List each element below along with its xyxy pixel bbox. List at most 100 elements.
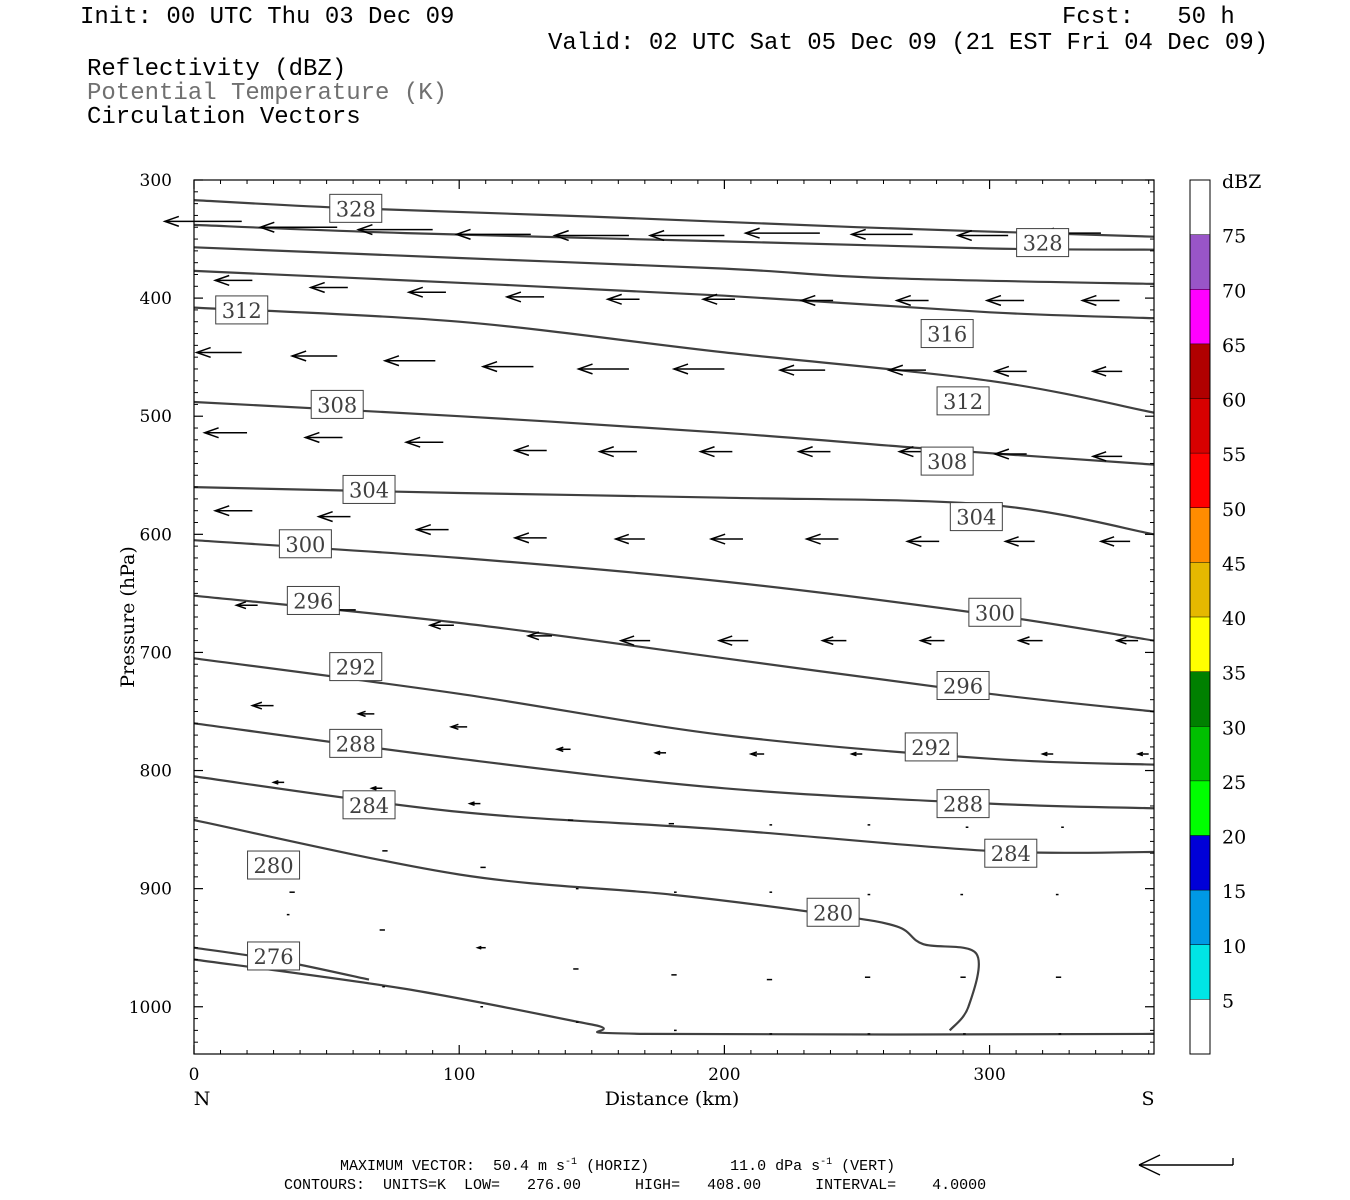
colorbar-level-label: 70	[1222, 280, 1246, 302]
circulation-vector	[289, 350, 338, 362]
circulation-vector	[613, 533, 645, 545]
vector-head	[708, 533, 726, 545]
circulation-vector	[597, 446, 637, 458]
theta-contour-316	[193, 269, 1155, 320]
circulation-vector	[849, 751, 863, 757]
vector-head	[382, 355, 400, 367]
vector-head	[992, 448, 1010, 460]
contour-label-text: 284	[349, 794, 389, 818]
circulation-vector	[992, 448, 1027, 460]
circulation-vector	[258, 221, 338, 233]
vector-head	[700, 293, 718, 305]
colorbar-level-label: 50	[1222, 499, 1246, 521]
contour-label-text: 300	[975, 601, 1015, 625]
contour-label-box	[920, 446, 974, 476]
colorbar-level-label: 35	[1222, 663, 1246, 685]
circulation-vector	[427, 620, 454, 630]
circulation-vector	[796, 446, 831, 458]
circulation-vector	[406, 286, 446, 298]
circulation-vector	[194, 346, 242, 359]
y-tick-label: 500	[140, 407, 172, 427]
circulation-vector	[647, 229, 725, 242]
vector-head	[618, 635, 635, 646]
vector-head	[1003, 536, 1019, 547]
vector-head	[605, 293, 622, 305]
contour-label-288: 288	[329, 728, 383, 758]
contour-label-280: 280	[247, 850, 301, 880]
vector-head	[1098, 536, 1115, 547]
circulation-vector	[894, 294, 929, 307]
contour-label-text: 304	[956, 506, 996, 530]
valid-time: Valid: 02 UTC Sat 05 Dec 09 (21 EST Fri …	[548, 30, 1269, 57]
contours-note: CONTOURS: UNITS=K LOW= 276.00 HIGH= 408.…	[284, 1177, 987, 1194]
contour-label-280: 280	[806, 897, 860, 927]
x-axis-title: Distance (km)	[605, 1088, 740, 1110]
contour-label-box	[329, 652, 383, 682]
circulation-vector	[748, 751, 765, 757]
circulation-vector	[480, 361, 534, 373]
circulation-vector	[382, 355, 436, 367]
vector-head	[1135, 751, 1144, 757]
init-time: Init: 00 UTC Thu 03 Dec 09	[80, 4, 455, 31]
vector-head	[698, 446, 715, 458]
y-tick-label: 700	[140, 643, 172, 663]
vector-head	[1040, 751, 1048, 757]
vector-head	[576, 363, 593, 375]
circulation-vector	[653, 750, 667, 756]
vector-head	[716, 635, 733, 646]
contour-label-text: 308	[927, 450, 967, 474]
vector-head	[1090, 451, 1107, 462]
vector-head	[271, 779, 279, 785]
theta-contour-296	[193, 594, 1155, 713]
circulation-vector	[716, 635, 749, 646]
colorbar-segment	[1190, 780, 1210, 836]
vector-head	[555, 746, 564, 753]
vector-head	[849, 228, 866, 240]
colorbar-level-label: 20	[1222, 827, 1246, 849]
circulation-vector	[202, 427, 248, 439]
vector-head	[777, 364, 795, 376]
contour-label-300: 300	[968, 597, 1022, 627]
circulation-vector	[234, 601, 258, 610]
colorbar-segment	[1190, 835, 1210, 891]
circulation-vector	[1003, 536, 1035, 547]
contour-label-296: 296	[936, 671, 990, 701]
circulation-vector	[1114, 636, 1139, 645]
vector-head	[414, 523, 432, 536]
contour-label-box	[310, 389, 364, 419]
contour-label-308: 308	[310, 389, 364, 419]
contour-label-292: 292	[904, 732, 958, 762]
y-tick-label: 800	[140, 762, 172, 782]
contour-label-text: 312	[943, 390, 983, 414]
colorbar-segment	[1190, 507, 1210, 563]
contour-label-328: 328	[329, 193, 383, 223]
y-tick-label: 300	[140, 171, 172, 191]
x-tick-label: 0	[189, 1065, 200, 1085]
colorbar-level-label: 45	[1222, 553, 1246, 575]
theta-contour-324	[193, 223, 1155, 251]
vector-head	[406, 286, 424, 298]
vector-head	[356, 710, 366, 718]
contour-label-box	[949, 502, 1003, 532]
contour-label-284: 284	[984, 838, 1038, 868]
contour-label-text: 288	[943, 793, 983, 817]
colorbar-segment	[1190, 343, 1210, 399]
y-tick-label: 900	[140, 880, 172, 900]
circulation-vector	[212, 274, 253, 286]
colorbar-segment	[1190, 289, 1210, 344]
colorbar-level-label: 30	[1222, 717, 1246, 739]
contour-label-300: 300	[278, 529, 332, 559]
theta-contour-320	[193, 246, 1155, 285]
vector-head	[1016, 636, 1030, 646]
contour-label-box	[247, 850, 301, 880]
theta-contour-312	[193, 306, 1155, 414]
colorbar-segment	[1190, 890, 1210, 945]
colorbar-level-label: 10	[1222, 936, 1246, 958]
colorbar-segment	[1190, 234, 1210, 290]
vector-head	[796, 446, 813, 458]
vector-head	[799, 294, 816, 307]
vector-head	[316, 511, 333, 523]
circulation-vector	[356, 710, 375, 718]
contour-label-box	[936, 671, 990, 701]
vector-head	[475, 945, 482, 950]
